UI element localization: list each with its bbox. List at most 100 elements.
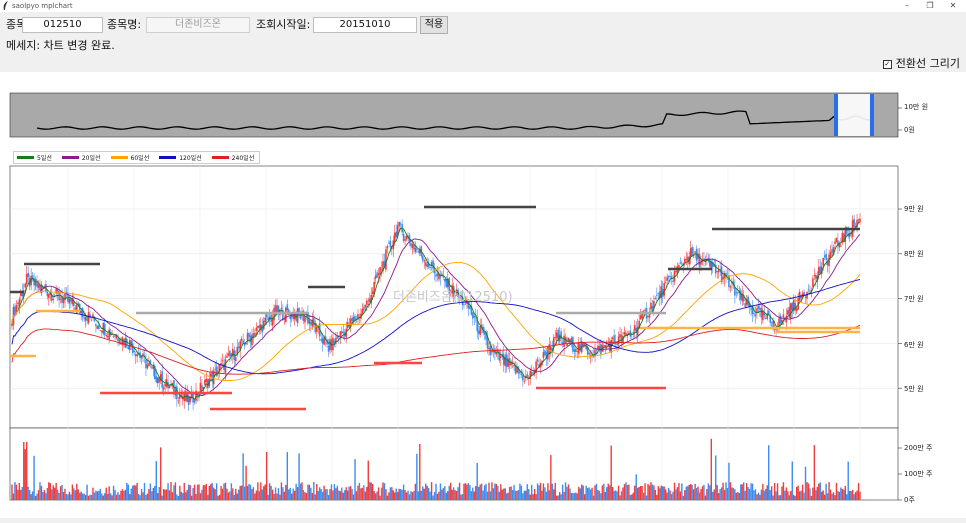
candle-body <box>504 356 506 367</box>
candle-body <box>164 383 166 387</box>
volume-bar <box>810 495 813 500</box>
volume-bar <box>210 484 212 500</box>
candle-body <box>90 319 93 321</box>
start-date-input[interactable]: 20151010 <box>313 17 417 33</box>
legend-swatch <box>17 156 34 159</box>
candle-body <box>819 266 822 274</box>
candle-body <box>831 249 833 253</box>
volume-bar <box>383 483 386 500</box>
volume-bar <box>656 494 658 500</box>
candle-body <box>759 307 761 310</box>
candle-body <box>723 273 726 280</box>
code-input[interactable]: 012510 <box>22 17 103 33</box>
volume-bar <box>164 489 166 500</box>
volume-bar <box>790 490 792 500</box>
candle-body <box>368 298 371 303</box>
volume-bar <box>15 484 18 500</box>
volume-bar <box>650 482 652 500</box>
volume-bar <box>410 491 412 500</box>
candle-body <box>582 343 585 347</box>
volume-bar <box>772 495 774 500</box>
candle-body <box>187 395 190 405</box>
volume-bar <box>554 482 556 500</box>
candle-body <box>848 233 851 237</box>
candle-body <box>154 365 156 379</box>
volume-bar <box>413 490 415 500</box>
candle-body <box>697 253 699 259</box>
volume-bar <box>417 491 420 500</box>
volume-bar <box>856 490 858 500</box>
volume-bar <box>664 489 667 500</box>
candle-body <box>753 313 755 315</box>
candle-body <box>327 345 330 352</box>
volume-bar <box>369 482 371 500</box>
close-button[interactable]: ✕ <box>949 1 957 10</box>
volume-bar <box>728 462 730 500</box>
volume-bar <box>851 489 854 500</box>
volume-bar <box>86 484 88 500</box>
volume-bar <box>307 484 309 500</box>
volume-bar <box>192 488 194 500</box>
candle-body <box>170 385 172 387</box>
candle-body <box>579 344 582 351</box>
volume-bar <box>341 487 343 500</box>
candle-body <box>572 337 574 352</box>
ma-legend: 5일선 20일선 60일선 120일선 240일선 <box>13 151 261 164</box>
candle-body <box>190 391 193 398</box>
checkbox-check-icon[interactable]: ✓ <box>882 60 892 69</box>
candle-body <box>458 296 461 298</box>
volume-bar <box>719 489 721 500</box>
volume-bar <box>321 491 324 500</box>
status-message: 메세지: 차트 변경 완료. <box>6 39 115 52</box>
volume-bar <box>564 482 567 500</box>
volume-bar <box>332 490 334 500</box>
candle-body <box>395 231 398 238</box>
volume-bar <box>104 493 106 500</box>
volume-bar <box>681 483 683 500</box>
volume-bar <box>507 492 509 500</box>
volume-bar <box>18 483 21 500</box>
candle-body <box>366 300 368 305</box>
volume-tick-200: 200만 주 <box>904 444 933 452</box>
candle-body <box>711 261 714 268</box>
candle-body <box>666 277 668 281</box>
turning-line-checkbox[interactable]: ✓ 전환선 그리기 <box>882 57 960 71</box>
minimize-button[interactable]: – <box>905 1 909 10</box>
candle-body <box>149 360 152 365</box>
maximize-button[interactable]: ❐ <box>926 1 934 10</box>
candle-body <box>426 264 428 267</box>
volume-bar <box>829 489 832 500</box>
volume-bar <box>812 487 814 500</box>
volume-bar <box>37 490 40 500</box>
candle-body <box>439 274 442 278</box>
apply-button[interactable]: 적용 <box>420 16 448 34</box>
candle-body <box>435 274 437 277</box>
volume-bar <box>111 495 113 500</box>
volume-bar <box>235 488 237 500</box>
volume-bar <box>171 492 174 500</box>
candle-body <box>810 290 813 291</box>
candle-body <box>81 308 84 318</box>
volume-bar <box>146 493 149 500</box>
volume-bar <box>768 445 770 500</box>
candle-body <box>98 325 100 330</box>
volume-bar <box>336 485 339 500</box>
candle-body <box>311 319 314 327</box>
candle-body <box>151 366 153 368</box>
volume-bar <box>463 483 465 500</box>
volume-bar <box>429 491 431 500</box>
candle-body <box>817 267 820 276</box>
candle-body <box>217 371 219 374</box>
volume-bar <box>653 485 655 500</box>
volume-bar <box>354 459 356 500</box>
volume-bar <box>604 491 607 500</box>
volume-bar <box>676 487 679 500</box>
candle-body <box>234 357 237 362</box>
candle-body <box>597 345 599 350</box>
volume-bar <box>525 490 527 500</box>
candle-body <box>598 345 601 349</box>
volume-bar <box>221 488 224 500</box>
volume-bar <box>620 491 623 500</box>
volume-bar <box>475 485 477 500</box>
